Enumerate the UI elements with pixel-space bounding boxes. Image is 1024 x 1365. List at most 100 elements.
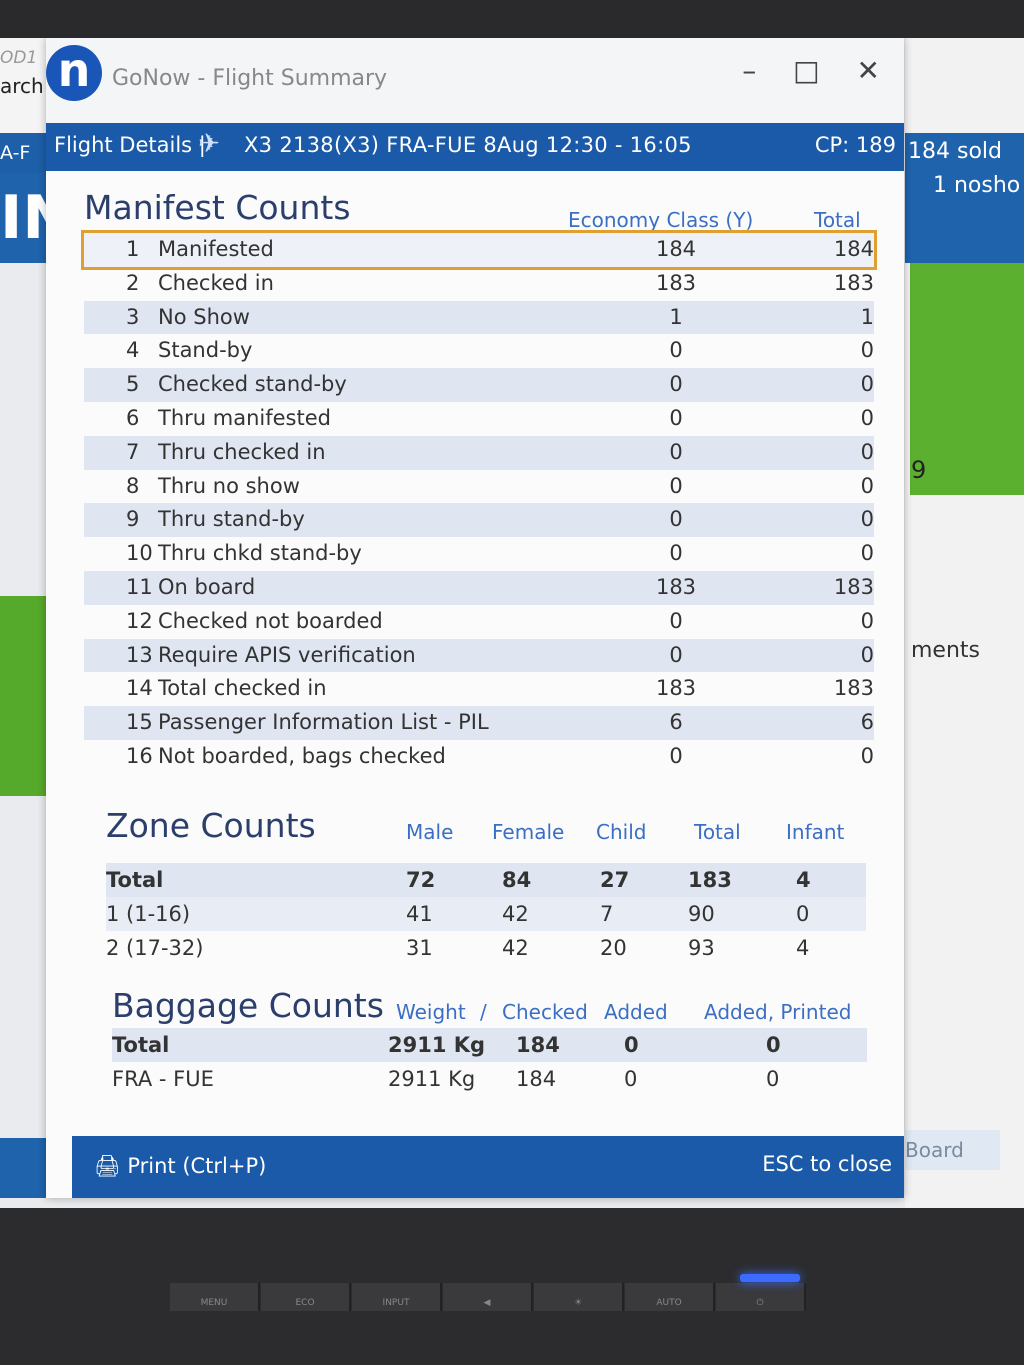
added-printed-value: 0 <box>766 1067 780 1091</box>
monitor-button[interactable]: AUTO <box>625 1283 715 1311</box>
checked-value: 184 <box>516 1033 560 1057</box>
row-label: Require APIS verification <box>158 642 416 667</box>
row-label: Total checked in <box>158 676 327 701</box>
row-number: 8 <box>126 473 140 498</box>
total-value: 0 <box>860 439 874 464</box>
print-button[interactable]: 🖨 Print (Ctrl+P) <box>94 1154 266 1179</box>
gonow-logo: n <box>46 45 102 101</box>
row-number: 7 <box>126 439 140 464</box>
manifest-row[interactable]: 13 Require APIS verification 0 0 <box>84 638 874 673</box>
monitor-button[interactable]: MENU <box>170 1283 260 1311</box>
manifest-row[interactable]: 2 Checked in 183 183 <box>84 267 874 301</box>
flight-info: X3 2138(X3) FRA-FUE 8Aug 12:30 - 16:05 <box>244 133 692 157</box>
manifest-row[interactable]: 6 Thru manifested 0 0 <box>84 402 874 436</box>
manifest-row[interactable]: 10 Thru chkd stand-by 0 0 <box>84 537 874 571</box>
manifest-row[interactable]: 12 Checked not boarded 0 0 <box>84 605 874 639</box>
background-sold-panel: 184 sold 1 nosho <box>905 133 1024 263</box>
row-number: 16 <box>126 743 153 768</box>
minimize-button[interactable]: – <box>742 54 771 87</box>
row-label: Thru no show <box>158 473 300 498</box>
weight-value: 2911 Kg <box>388 1067 476 1091</box>
monitor-button[interactable]: ECO <box>261 1283 351 1311</box>
female-value: 84 <box>502 868 532 892</box>
nosho-count: 1 nosho <box>933 173 1021 198</box>
baggage-label: FRA - FUE <box>112 1067 214 1091</box>
dialog-footer: 🖨 Print (Ctrl+P) ESC to close <box>72 1136 904 1198</box>
row-label: Thru checked in <box>158 439 326 464</box>
total-value: 1 <box>860 304 874 329</box>
manifest-row[interactable]: 15 Passenger Information List - PIL 6 6 <box>84 706 874 740</box>
row-label: Manifested <box>158 237 274 261</box>
total-value: 184 <box>833 237 874 261</box>
background-green-panel <box>910 263 1024 495</box>
monitor-button[interactable]: INPUT <box>352 1283 442 1311</box>
added-value: 0 <box>624 1033 639 1057</box>
infant-header: Infant <box>786 820 845 844</box>
baggage-row: FRA - FUE 2911 Kg 184 0 0 <box>112 1062 867 1096</box>
manifest-row[interactable]: 9 Thru stand-by 0 0 <box>84 503 874 538</box>
title-bar[interactable]: n GoNow - Flight Summary – □ ✕ <box>46 38 904 123</box>
monitor-button[interactable]: ⏻ <box>716 1283 806 1311</box>
manifest-row[interactable]: 1 Manifested 184 184 <box>81 230 877 270</box>
baggage-table: Total 2911 Kg 184 0 0 FRA - FUE 2911 Kg 184 0 0 <box>112 1028 867 1096</box>
zone-table: Total 72 84 27 183 4 1 (1-16) 41 42 7 90 0 2 (17-32)… <box>106 863 866 965</box>
economy-value: 0 <box>669 507 683 532</box>
manifest-row[interactable]: 7 Thru checked in 0 0 <box>84 435 874 470</box>
baggage-row: Total 2911 Kg 184 0 0 <box>112 1028 867 1062</box>
close-button[interactable]: ✕ <box>856 54 894 87</box>
window-title: GoNow - Flight Summary <box>112 66 388 91</box>
row-number: 11 <box>126 574 153 599</box>
monitor-screen: OD1 arch A-F IN 184 sold 1 nosho 9 ments… <box>0 38 1024 1208</box>
economy-class-header: Economy Class (Y) <box>568 208 754 232</box>
economy-value: 0 <box>669 608 683 633</box>
row-label: Thru manifested <box>158 405 331 430</box>
total-value: 183 <box>833 574 874 599</box>
monitor-button[interactable]: ☀ <box>534 1283 624 1311</box>
zone-total-header: Total <box>694 820 741 844</box>
zone-row: 2 (17-32) 31 42 20 93 4 <box>106 931 866 965</box>
row-number: 10 <box>126 541 153 566</box>
row-number: 9 <box>126 507 140 532</box>
total-value: 6 <box>860 710 874 735</box>
manifest-row[interactable]: 4 Stand-by 0 0 <box>84 334 874 368</box>
manifest-row[interactable]: 3 No Show 1 1 <box>84 300 874 335</box>
zone-title: Zone Counts <box>106 806 316 845</box>
esc-close-hint[interactable]: ESC to close <box>762 1152 892 1176</box>
zone-label: 1 (1-16) <box>106 902 191 926</box>
total-value: 0 <box>860 541 874 566</box>
economy-value: 184 <box>655 237 697 261</box>
weight-value: 2911 Kg <box>388 1033 486 1057</box>
economy-value: 0 <box>669 405 683 430</box>
child-value: 7 <box>600 902 614 926</box>
economy-value: 0 <box>669 372 683 397</box>
infant-value: 0 <box>796 902 810 926</box>
economy-value: 0 <box>669 473 683 498</box>
manifest-row[interactable]: 5 Checked stand-by 0 0 <box>84 368 874 402</box>
capacity: CP: 189 <box>814 133 896 157</box>
added-printed-header: Added, Printed <box>704 1000 852 1024</box>
printer-icon: 🖨 <box>94 1154 128 1178</box>
row-number: 4 <box>126 338 140 363</box>
total-header: Total <box>814 208 861 232</box>
manifest-row[interactable]: 16 Not boarded, bags checked 0 0 <box>84 740 874 774</box>
flight-summary-dialog: n GoNow - Flight Summary – □ ✕ Flight De… <box>46 38 904 1198</box>
zone-total-value: 90 <box>688 902 715 926</box>
row-number: 2 <box>126 270 140 295</box>
female-value: 42 <box>502 936 529 960</box>
monitor-buttons: MENU ECO INPUT ◀ ☀ AUTO ⏻ <box>170 1283 810 1313</box>
economy-value: 0 <box>669 743 683 768</box>
child-header: Child <box>596 820 647 844</box>
monitor-button[interactable]: ◀ <box>443 1283 533 1311</box>
manifest-row[interactable]: 8 Thru no show 0 0 <box>84 470 874 504</box>
manifest-row[interactable]: 14 Total checked in 183 183 <box>84 672 874 706</box>
row-label: Not boarded, bags checked <box>158 743 446 768</box>
row-label: Checked not boarded <box>158 608 383 633</box>
maximize-button[interactable]: □ <box>793 54 834 87</box>
total-value: 0 <box>860 405 874 430</box>
manifest-row[interactable]: 11 On board 183 183 <box>84 570 874 605</box>
background-text: OD1 <box>0 48 38 68</box>
background-board-button[interactable]: Board <box>905 1130 1000 1170</box>
row-number: 5 <box>126 372 140 397</box>
total-value: 183 <box>833 270 874 295</box>
total-value: 0 <box>860 507 874 532</box>
